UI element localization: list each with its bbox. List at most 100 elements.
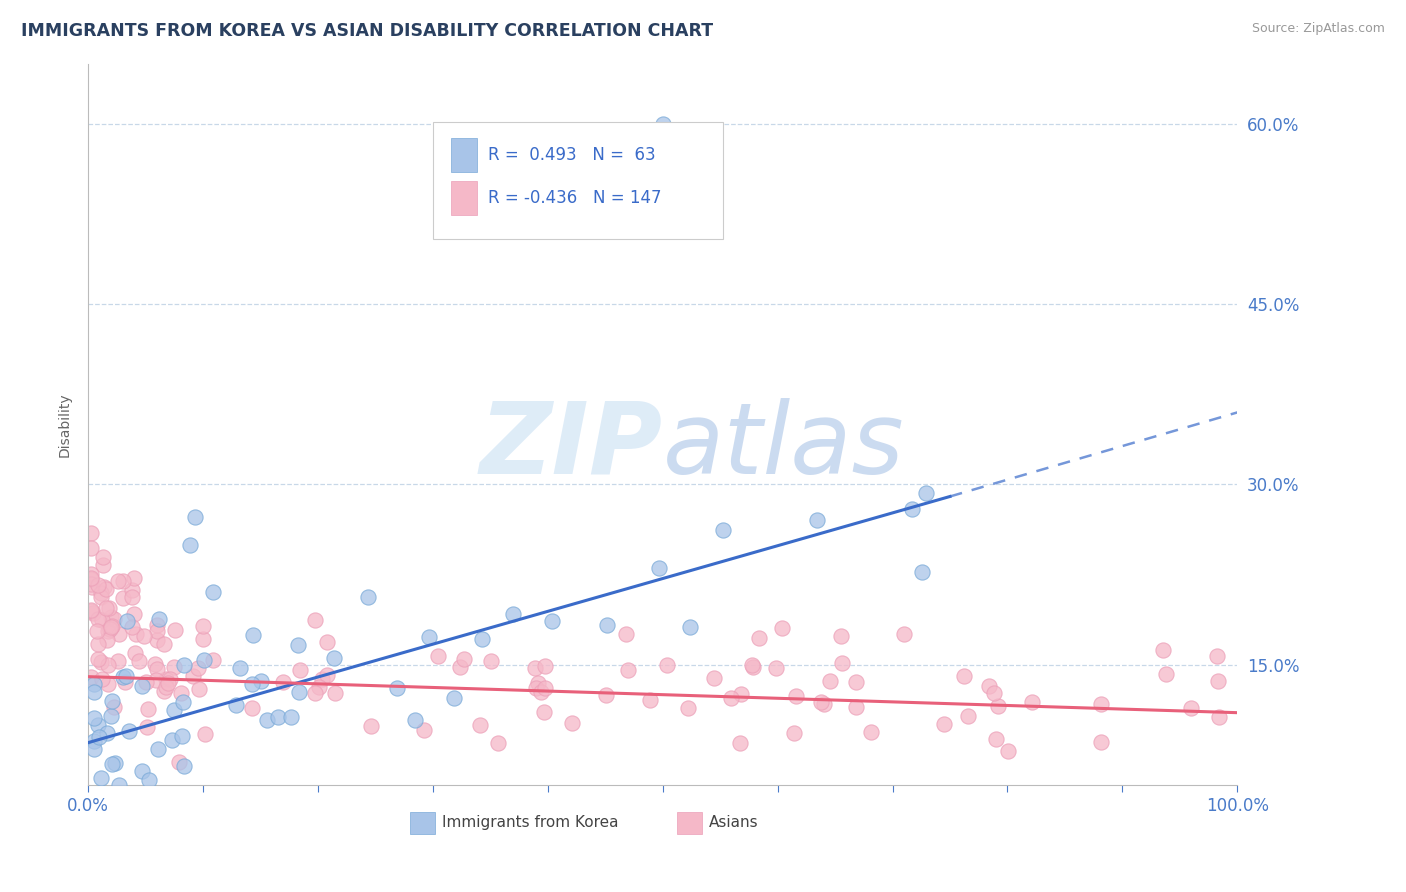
Point [112,574,135,588]
Point [135,720,157,734]
Point [651,117,673,131]
Point [107,654,129,668]
Point [561,716,583,731]
Point [146,624,169,638]
Point [163,623,186,637]
Point [412,723,434,737]
Point [316,668,339,682]
Point [228,661,250,675]
Point [96,633,118,648]
Point [986,732,1008,747]
Point [524,681,547,695]
Point [679,620,702,634]
Text: Immigrants from Korea: Immigrants from Korea [441,815,619,830]
Point [1156,666,1178,681]
Point [813,697,835,711]
Point [112,670,135,684]
Point [184,509,207,524]
Point [90,673,112,687]
Point [308,681,330,695]
Point [385,681,408,695]
Point [765,661,787,675]
Point [987,698,1010,713]
Point [148,612,170,626]
Point [242,628,264,642]
Point [114,669,136,683]
Point [115,614,138,628]
Point [648,561,671,575]
Point [91,558,114,573]
Point [97,658,120,673]
Point [87,637,110,651]
Point [267,710,290,724]
Point [80,576,103,591]
Point [187,681,209,696]
Point [159,672,181,686]
Point [533,706,555,720]
Point [1021,695,1043,709]
Point [83,677,105,691]
Point [596,617,619,632]
Point [1090,734,1112,748]
Point [157,676,180,690]
Point [443,691,465,706]
Point [256,713,278,727]
Point [100,709,122,723]
Point [748,631,770,645]
Y-axis label: Disability: Disability [58,392,72,457]
Point [541,614,564,628]
Point [453,652,475,666]
Point [720,691,742,706]
Point [742,660,765,674]
Point [146,742,169,756]
Point [418,630,440,644]
Point [356,591,378,605]
Point [250,673,273,688]
Point [479,654,502,668]
Point [271,675,294,690]
Point [471,632,494,646]
Point [91,550,114,565]
Point [124,607,146,622]
Point [201,585,224,599]
Point [114,674,136,689]
Point [131,764,153,778]
Point [806,513,828,527]
Point [155,680,177,694]
Point [90,585,112,599]
Point [730,687,752,701]
Text: atlas: atlas [662,398,904,494]
Point [979,680,1001,694]
Point [167,756,190,770]
Point [711,523,734,537]
Point [657,657,679,672]
Point [138,772,160,787]
Point [80,541,103,555]
Point [90,771,112,785]
Point [98,601,121,615]
Point [703,671,725,685]
Point [87,611,110,625]
Point [83,685,105,699]
Point [427,649,450,664]
Point [121,582,143,597]
Point [304,613,326,627]
Point [534,681,557,696]
Point [103,612,125,626]
Point [94,582,117,596]
Point [80,571,103,585]
Point [1180,701,1202,715]
Point [201,653,224,667]
Point [1152,643,1174,657]
Point [118,723,141,738]
Point [96,726,118,740]
Point [530,685,553,699]
Point [145,632,167,647]
Point [121,620,143,634]
Point [108,778,131,792]
Point [131,679,153,693]
Point [80,603,103,617]
Point [89,730,111,744]
Point [80,525,103,540]
Point [932,716,955,731]
